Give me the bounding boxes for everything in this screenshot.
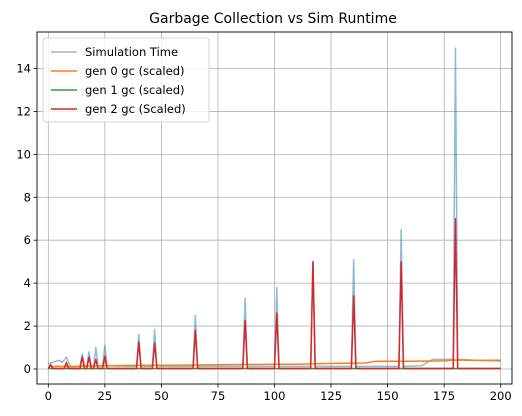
legend-entry: Simulation Time	[85, 45, 178, 59]
x-tick-label: 0	[45, 389, 52, 403]
y-tick-label: 10	[16, 147, 31, 161]
legend-box	[42, 37, 210, 123]
legend-entry: gen 1 gc (scaled)	[85, 83, 184, 97]
y-tick-label: 2	[24, 319, 31, 333]
y-tick-label: 6	[24, 233, 31, 247]
chart-title: Garbage Collection vs Sim Runtime	[149, 11, 397, 27]
x-tick-label: 175	[433, 389, 455, 403]
y-tick-label: 0	[24, 362, 31, 376]
x-tick-label: 150	[377, 389, 399, 403]
series-line-4	[47, 217, 501, 370]
legend-entry: gen 0 gc (scaled)	[85, 64, 184, 78]
x-tick-label: 125	[320, 389, 342, 403]
x-tick-label: 25	[98, 389, 113, 403]
ticks: 0 25 50 75 100 125 150 175 200 0 2 4 6 8 10 12 14	[16, 61, 511, 403]
x-tick-label: 100	[264, 389, 286, 403]
y-tick-label: 8	[24, 190, 31, 204]
x-tick-label: 50	[154, 389, 169, 403]
x-tick-label: 200	[490, 389, 512, 403]
x-tick-label: 75	[211, 389, 226, 403]
y-tick-label: 12	[16, 104, 31, 118]
legend: Simulation Time gen 0 gc (scaled) gen 1 gc…	[42, 37, 210, 123]
series-lines	[47, 47, 501, 370]
y-tick-label: 14	[16, 61, 31, 75]
y-tick-label: 4	[24, 276, 31, 290]
legend-entry: gen 2 gc (Scaled)	[85, 102, 186, 116]
